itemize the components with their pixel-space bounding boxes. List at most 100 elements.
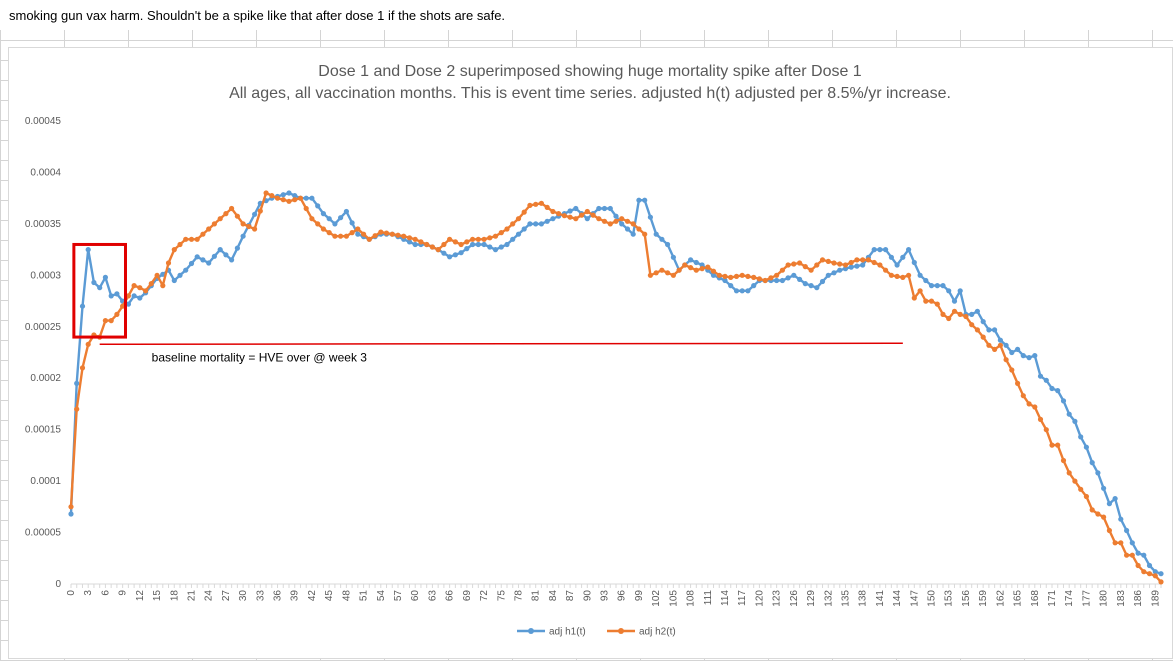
series-1-point: [171, 277, 177, 284]
series-2-point: [355, 226, 361, 232]
series-1-point: [1043, 377, 1049, 383]
series-2-point: [1055, 442, 1061, 448]
y-tick-label: 0.0001: [30, 476, 61, 487]
x-tick-label: 99: [634, 590, 645, 602]
series-2-point: [1112, 540, 1118, 546]
series-1-point: [303, 195, 309, 201]
series-2-point: [1124, 552, 1130, 558]
series-1-point: [877, 247, 883, 253]
series-1-point: [986, 327, 992, 333]
x-tick-label: 21: [186, 590, 197, 602]
x-tick-label: 30: [238, 590, 249, 602]
series-1-point: [842, 266, 849, 272]
series-1-point: [607, 205, 613, 212]
series-1-point: [470, 241, 476, 248]
series-2-point: [389, 231, 395, 237]
series-2-point: [699, 266, 705, 272]
series-1-point: [1072, 418, 1078, 424]
series-2-point: [745, 273, 751, 279]
chart-container[interactable]: Dose 1 and Dose 2 superimposed showing h…: [8, 47, 1173, 659]
series-2-point: [498, 230, 504, 236]
series-2-point: [366, 236, 372, 242]
series-2-point: [751, 274, 757, 280]
x-tick-label: 177: [1081, 590, 1092, 607]
series-2-point: [860, 257, 866, 263]
chart-svg: Dose 1 and Dose 2 superimposed showing h…: [25, 63, 1164, 638]
series-2-point: [160, 283, 166, 289]
series-2-point: [665, 270, 671, 276]
series-2-point: [1158, 579, 1164, 585]
series-1-point: [91, 279, 97, 286]
series-2-point: [969, 322, 975, 328]
series-1-point: [785, 275, 791, 281]
series-1-point: [774, 277, 780, 284]
series-1-point: [722, 277, 728, 284]
series-2-point: [447, 236, 453, 242]
series-1-point: [883, 247, 889, 253]
series-2-point: [1141, 569, 1147, 575]
series-2-point: [412, 236, 418, 242]
x-tick-label: 96: [617, 590, 628, 602]
series-1-point: [1032, 353, 1038, 359]
series-1-point: [188, 260, 195, 267]
series-2-point: [481, 236, 487, 242]
series-2-point: [515, 216, 522, 222]
series-1-point: [487, 244, 493, 250]
series-1-point: [515, 231, 522, 237]
series-1-point: [492, 247, 499, 253]
x-tick-label: 12: [135, 590, 146, 602]
x-tick-label: 186: [1133, 590, 1144, 607]
series-2-point: [659, 267, 665, 273]
series-1-point: [567, 208, 573, 214]
series-2-point: [1072, 478, 1078, 484]
series-2-point: [1106, 527, 1112, 534]
x-tick-label: 84: [548, 590, 559, 602]
series-1-point: [475, 241, 481, 248]
x-tick-label: 150: [927, 590, 938, 607]
series-1-point: [85, 247, 91, 253]
series-2-point: [223, 211, 229, 217]
series-2-point: [280, 197, 286, 203]
series-2-point: [894, 273, 900, 279]
series-1-point: [825, 272, 831, 278]
series-2-point: [510, 221, 516, 227]
series-1-point: [1009, 349, 1015, 356]
x-tick-label: 117: [737, 590, 748, 606]
series-2-point: [900, 274, 906, 280]
x-tick-label: 78: [513, 590, 524, 602]
series-2-point: [1049, 442, 1055, 448]
series-1-point: [969, 311, 975, 317]
series-1-point: [1106, 501, 1112, 507]
series-1-point: [819, 278, 826, 285]
series-2-point: [1089, 507, 1095, 513]
chart-title: Dose 1 and Dose 2 superimposed showing h…: [318, 63, 862, 80]
series-2-point: [848, 259, 854, 266]
x-tick-label: 36: [273, 590, 284, 602]
y-tick-label: 0.0003: [30, 270, 61, 281]
x-tick-label: 9: [118, 590, 129, 596]
series-2-point: [74, 406, 80, 412]
series-2-point: [544, 204, 550, 210]
series-2-point: [240, 221, 246, 227]
legend-marker-2: [618, 628, 624, 634]
series-1-point: [125, 301, 131, 307]
series-2-point: [831, 260, 837, 266]
series-2-point: [326, 230, 332, 236]
x-tick-label: 72: [479, 590, 490, 602]
series-2-point: [590, 212, 596, 218]
series-2-point: [120, 303, 126, 309]
series-2-point: [957, 311, 963, 317]
series-1-point: [412, 241, 418, 248]
x-tick-label: 24: [204, 590, 215, 602]
series-2-point: [504, 226, 510, 232]
series-2-point: [114, 311, 120, 317]
series-1-point: [464, 246, 470, 252]
series-1-point: [97, 285, 103, 291]
y-tick-label: 0.00015: [25, 425, 62, 436]
series-2-point: [435, 247, 441, 253]
series-2-point: [286, 198, 292, 204]
x-tick-label: 153: [944, 590, 955, 607]
legend-label-2: adj h2(t): [639, 627, 676, 638]
series-1-point: [1026, 355, 1032, 361]
series-1-point: [906, 247, 912, 253]
